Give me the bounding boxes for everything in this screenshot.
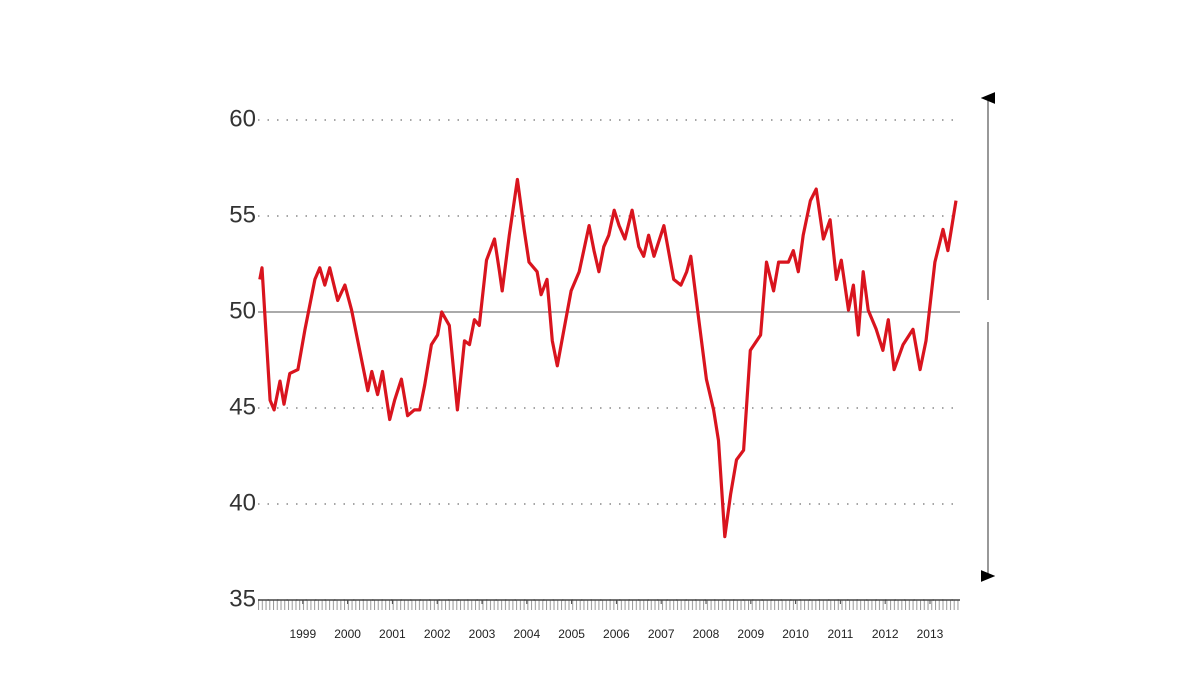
x-tick-label: 2008 — [693, 627, 720, 641]
x-tick-label: 2013 — [917, 627, 944, 641]
x-tick-label: 2004 — [513, 627, 540, 641]
x-tick-label: 2009 — [737, 627, 764, 641]
data-line — [258, 177, 958, 539]
x-tick-label: 2000 — [334, 627, 361, 641]
x-tick-label: 1999 — [289, 627, 316, 641]
y-tick-label: 45 — [229, 393, 256, 420]
minor-ticks — [258, 600, 960, 610]
x-tick-label: 2011 — [827, 627, 853, 641]
y-tick-label: 60 — [229, 105, 256, 132]
x-tick-label: 2006 — [603, 627, 630, 641]
y-tick-label: 35 — [229, 585, 256, 612]
y-tick-label: 40 — [229, 489, 256, 516]
x-tick-label: 2002 — [424, 627, 451, 641]
y-tick-label: 50 — [229, 297, 256, 324]
x-tick-label: 2001 — [379, 627, 406, 641]
x-tick-label: 2005 — [558, 627, 585, 641]
y-tick-label: 55 — [229, 201, 256, 228]
x-tick-label: 2003 — [469, 627, 496, 641]
x-tick-label: 2010 — [782, 627, 809, 641]
x-tick-label: 2007 — [648, 627, 675, 641]
x-tick-label: 2012 — [872, 627, 899, 641]
